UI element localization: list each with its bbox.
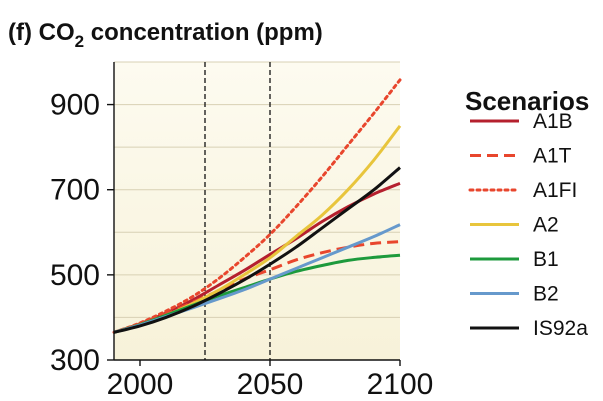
series-line-is92a bbox=[113, 166, 401, 334]
plot-area bbox=[114, 62, 400, 360]
legend-title: Scenarios bbox=[465, 86, 589, 116]
x-tick-label: 2000 bbox=[107, 368, 174, 401]
legend-label-a2: A2 bbox=[533, 214, 559, 237]
chart-title: (f) CO2 concentration (ppm) bbox=[8, 19, 323, 51]
legend: Scenarios A1B A1T A1FI A2 B1 B2 IS92a bbox=[465, 86, 589, 340]
legend-label-a1t: A1T bbox=[533, 145, 572, 168]
series-lines bbox=[112, 78, 402, 334]
legend-label-is92a: IS92a bbox=[533, 317, 588, 340]
y-tick-label: 700 bbox=[50, 174, 100, 207]
legend-label-b1: B1 bbox=[533, 248, 559, 271]
legend-label-b2: B2 bbox=[533, 283, 559, 306]
legend-label-a1b: A1B bbox=[533, 110, 573, 133]
reference-lines bbox=[204, 62, 271, 360]
chart-title-prefix: (f) CO bbox=[8, 19, 75, 46]
chart-title-suffix: concentration (ppm) bbox=[84, 19, 323, 46]
x-tick-label: 2100 bbox=[367, 368, 434, 401]
y-tick-label: 500 bbox=[50, 259, 100, 292]
y-tick-label: 900 bbox=[50, 89, 100, 122]
x-tick-label: 2050 bbox=[237, 368, 304, 401]
chart-title-subscript: 2 bbox=[75, 32, 84, 51]
series-line-a1fi bbox=[112, 78, 402, 334]
y-tick-label: 300 bbox=[50, 344, 100, 377]
axes: 300 500 700 900 2000 2050 2100 bbox=[50, 62, 433, 401]
legend-label-a1fi: A1FI bbox=[533, 179, 577, 202]
